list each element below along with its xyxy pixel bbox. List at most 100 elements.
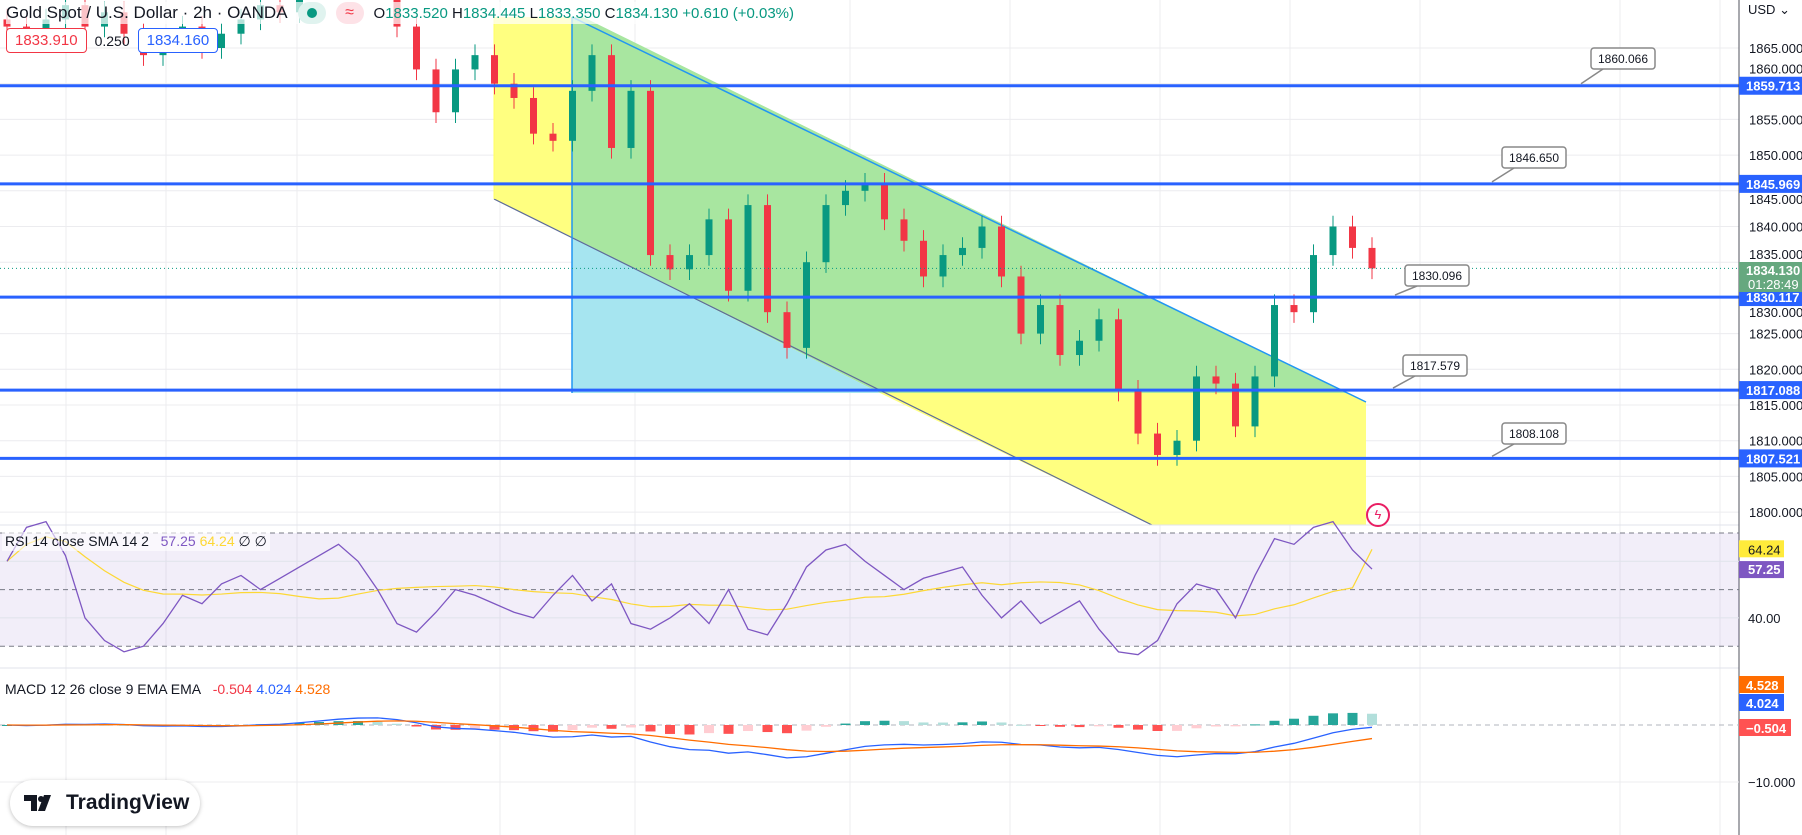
candle-body — [1056, 305, 1064, 356]
level-price-badge — [1739, 76, 1802, 95]
macd-histogram-bar — [606, 725, 617, 729]
callout-box — [1402, 354, 1468, 377]
callout-label: 1817.579 — [1410, 359, 1460, 373]
macd-histogram-bar — [1133, 725, 1143, 730]
candle-body — [1173, 440, 1181, 455]
callout-box — [1501, 146, 1567, 169]
level-price-label: 1830.117 — [1746, 290, 1800, 305]
countdown-label: 01:28:49 — [1748, 277, 1799, 292]
macd-histogram-bar — [996, 722, 1007, 725]
candle-body — [959, 247, 966, 256]
quote-panel: 1833.910 0.250 1834.160 — [6, 28, 219, 53]
rsi-ma-badge — [1739, 540, 1784, 558]
rsi-badge — [1739, 561, 1784, 579]
candle-body — [510, 83, 518, 98]
last-price-badge — [1739, 262, 1802, 292]
candle-body — [588, 55, 596, 91]
candle-body — [881, 183, 888, 220]
macd-histogram-bar — [450, 725, 461, 730]
candle-body — [1368, 247, 1376, 269]
candle-body — [569, 90, 576, 141]
candle-body — [744, 205, 752, 291]
candle-body — [218, 33, 225, 48]
candle-body — [471, 55, 479, 70]
candle-body — [1251, 376, 1259, 427]
candle-body — [1290, 305, 1298, 313]
macd-histogram-bar — [821, 725, 831, 727]
macd-histogram-bar — [899, 721, 909, 725]
callout-pointer — [1394, 285, 1418, 296]
tradingview-logo[interactable]: TradingView — [10, 780, 200, 826]
macd-histogram-bar — [782, 725, 792, 734]
candle-body — [1134, 390, 1142, 434]
candle-body — [1349, 226, 1356, 248]
tv-logo-icon — [24, 795, 51, 811]
spread: 0.250 — [94, 32, 130, 49]
candle-body — [432, 69, 440, 113]
candle-body — [998, 226, 1005, 277]
buy-button[interactable]: 1834.160 — [137, 28, 219, 53]
price-tick-label: 1810.000 — [1749, 434, 1802, 449]
macd-histogram-bar — [879, 720, 890, 725]
macd-histogram-bar — [587, 725, 597, 728]
macd-histogram-bar — [294, 722, 305, 725]
macd-histogram-bar — [1016, 724, 1026, 726]
macd-histogram-bar — [626, 725, 636, 728]
symbol-header: Gold Spot / U.S. Dollar · 2h · OANDA ≈ O… — [6, 2, 794, 24]
callout-pointer — [1491, 167, 1515, 183]
symbol-title[interactable]: Gold Spot / U.S. Dollar · 2h · OANDA — [6, 3, 288, 22]
macd-histogram-bar — [353, 721, 363, 725]
macd-histogram-bar — [1328, 713, 1338, 725]
currency-selector[interactable]: USD ⌄ — [1748, 2, 1790, 17]
candle-body — [237, 19, 245, 34]
macd-histogram-bar — [1269, 720, 1280, 725]
callout-pointer — [1392, 375, 1416, 389]
callout-label: 1808.108 — [1509, 427, 1559, 441]
candle-body — [666, 255, 674, 270]
candle-body — [1193, 376, 1200, 441]
candle-body — [803, 262, 810, 348]
macd-badge-label: −0.504 — [1746, 721, 1787, 736]
macd-histogram-bar — [372, 721, 383, 725]
wave-icon[interactable]: ≈ — [335, 2, 364, 24]
callout-box — [1501, 422, 1567, 445]
macd-histogram-bar — [1191, 725, 1202, 729]
callout-pointer — [1491, 443, 1515, 458]
market-open-icon — [297, 2, 326, 24]
macd-histogram-bar — [645, 725, 656, 732]
level-price-label: 1859.713 — [1746, 79, 1800, 94]
macd-histogram-bar — [977, 721, 987, 725]
ohlc-values: O1833.520 H1834.445 L1833.350 C1834.130 … — [373, 4, 794, 22]
macd-histogram-bar — [1152, 725, 1163, 731]
macd-histogram-bar — [1055, 725, 1065, 727]
macd-histogram-bar — [1211, 725, 1221, 727]
candle-body — [1232, 383, 1239, 427]
macd-histogram-bar — [1094, 725, 1104, 727]
macd-histogram-bar — [1113, 725, 1124, 728]
candle-body — [705, 219, 713, 256]
level-price-badge — [1739, 288, 1802, 307]
lightning-icon[interactable]: ϟ — [1366, 503, 1390, 527]
sell-button[interactable]: 1833.910 — [6, 28, 87, 53]
macd-histogram-bar — [684, 725, 695, 735]
callout-box — [1404, 264, 1470, 287]
macd-histogram-bar — [1308, 715, 1319, 725]
macd-badge — [1739, 694, 1784, 711]
macd-badge-label: 4.024 — [1746, 696, 1779, 711]
price-tick-label: 1845.000 — [1749, 192, 1802, 207]
macd-histogram-bar — [723, 725, 734, 734]
level-price-label: 1807.521 — [1746, 451, 1800, 466]
candle-body — [491, 55, 498, 84]
candle-body — [549, 133, 557, 141]
macd-histogram-bar — [548, 725, 558, 732]
candle-body — [1076, 340, 1083, 356]
callout-pointer — [1580, 68, 1604, 85]
candle-body — [1310, 255, 1317, 313]
macd-tick-label: −10.000 — [1748, 775, 1795, 790]
price-tick-label: 1820.000 — [1749, 362, 1802, 377]
macd-histogram-bar — [392, 723, 402, 725]
macd-histogram-bar — [801, 725, 812, 731]
rsi-line — [6, 520, 1373, 656]
